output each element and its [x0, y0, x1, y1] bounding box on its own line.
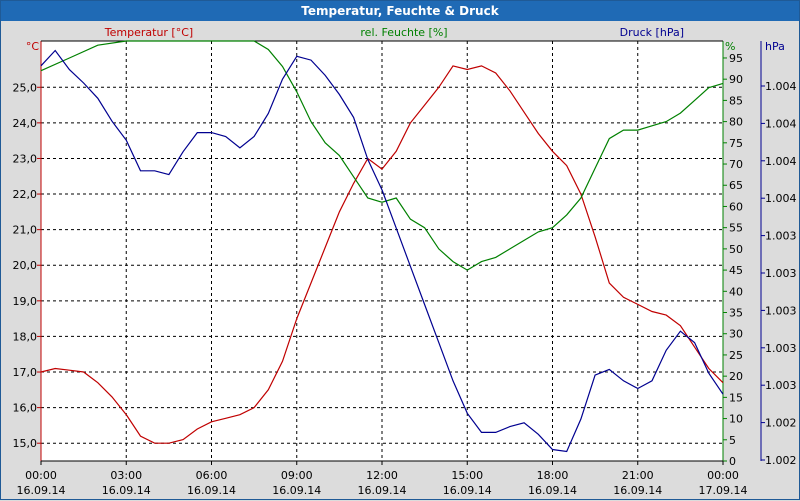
humidity-tick-label: 45 [729, 264, 743, 277]
humidity-tick-label: 80 [729, 116, 743, 129]
x-tick-date: 16.09.14 [272, 484, 321, 497]
humidity-tick-label: 65 [729, 179, 743, 192]
pressure-tick-label: 1.003 [765, 379, 797, 392]
pressure-axis-label: Druck [hPa] [620, 26, 684, 39]
left-tick-label: 24,0 [13, 117, 38, 130]
pressure-tick-label: 1.004 [765, 117, 797, 130]
x-tick-date: 16.09.14 [613, 484, 662, 497]
x-tick-time: 15:00 [451, 469, 483, 482]
left-tick-label: 19,0 [13, 295, 38, 308]
pressure-tick-label: 1.003 [765, 304, 797, 317]
pressure-tick-label: 1.004 [765, 155, 797, 168]
pressure-tick-label: 1.002 [765, 417, 797, 430]
window-title: Temperatur, Feuchte & Druck [1, 1, 799, 21]
humidity-tick-label: 60 [729, 200, 743, 213]
left-tick-label: 25,0 [13, 81, 38, 94]
pressure-tick-label: 1.003 [765, 342, 797, 355]
x-tick-time: 00:00 [707, 469, 739, 482]
humidity-axis-unit: % [725, 40, 735, 53]
humidity-axis-ticks: 0 5 10 15 20 25 30 35 40 45 50 55 60 65 70 75 80 85 90 95 [723, 52, 743, 468]
x-tick-date: 16.09.14 [528, 484, 577, 497]
left-tick-label: 22,0 [13, 188, 38, 201]
left-axis-unit: °C [26, 40, 40, 53]
humidity-tick-label: 40 [729, 285, 743, 298]
pressure-axis-unit: hPa [765, 40, 785, 53]
humidity-tick-label: 35 [729, 307, 743, 320]
x-tick-time: 00:00 [25, 469, 57, 482]
humidity-line [40, 40, 724, 271]
left-tick-label: 23,0 [13, 152, 38, 165]
x-tick-time: 03:00 [110, 469, 142, 482]
pressure-axis-ticks: 1.002 1.002 1.003 1.003 1.003 1.003 1.003 1.004… [761, 80, 797, 467]
left-tick-label: 16,0 [13, 402, 38, 415]
pressure-tick-label: 1.002 [765, 454, 797, 467]
temperature-line [40, 65, 724, 444]
left-axis-ticks: 15,0 16,0 17,0 18,0 19,0 20,0 21,0 22,0 23,0 24,0… [13, 81, 41, 450]
x-tick-date: 17.09.14 [699, 484, 748, 497]
x-tick-date: 16.09.14 [102, 484, 151, 497]
series [40, 40, 724, 453]
left-tick-label: 17,0 [13, 366, 38, 379]
pressure-tick-label: 1.003 [765, 267, 797, 280]
humidity-tick-label: 30 [729, 328, 743, 341]
left-tick-label: 21,0 [13, 224, 38, 237]
left-tick-label: 18,0 [13, 330, 38, 343]
x-tick-date: 16.09.14 [443, 484, 492, 497]
x-tick-time: 21:00 [622, 469, 654, 482]
humidity-tick-label: 5 [729, 434, 736, 447]
grid [41, 41, 723, 461]
left-tick-label: 20,0 [13, 259, 38, 272]
humidity-tick-label: 15 [729, 391, 743, 404]
left-axis-label: Temperatur [°C] [104, 26, 193, 39]
x-tick-time: 18:00 [537, 469, 569, 482]
pressure-tick-label: 1.004 [765, 192, 797, 205]
humidity-tick-label: 25 [729, 349, 743, 362]
x-tick-date: 16.09.14 [17, 484, 66, 497]
humidity-tick-label: 85 [729, 94, 743, 107]
humidity-tick-label: 75 [729, 137, 743, 150]
x-tick-date: 16.09.14 [187, 484, 236, 497]
humidity-tick-label: 90 [729, 73, 743, 86]
humidity-tick-label: 20 [729, 370, 743, 383]
x-tick-time: 12:00 [366, 469, 398, 482]
humidity-tick-label: 50 [729, 243, 743, 256]
humidity-tick-label: 10 [729, 413, 743, 426]
axis-lines [40, 40, 762, 462]
humidity-axis-label: rel. Feuchte [%] [360, 26, 447, 39]
x-tick-date: 16.09.14 [358, 484, 407, 497]
humidity-tick-label: 95 [729, 52, 743, 65]
left-tick-label: 15,0 [13, 437, 38, 450]
pressure-tick-label: 1.003 [765, 230, 797, 243]
pressure-line [40, 49, 724, 453]
pressure-tick-label: 1.004 [765, 80, 797, 93]
humidity-tick-label: 0 [729, 455, 736, 468]
x-tick-time: 09:00 [281, 469, 313, 482]
humidity-tick-label: 55 [729, 222, 743, 235]
x-tick-time: 06:00 [196, 469, 228, 482]
x-axis-ticks: 00:00 16.09.14 03:00 16.09.14 06:00 16.09.14 0… [17, 461, 748, 497]
humidity-tick-label: 70 [729, 158, 743, 171]
